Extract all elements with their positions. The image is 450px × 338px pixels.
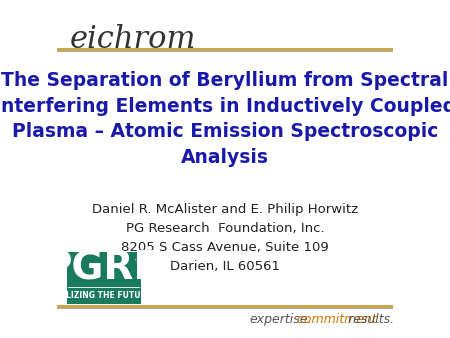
- Text: The Separation of Beryllium from Spectral
Interfering Elements in Inductively Co: The Separation of Beryllium from Spectra…: [0, 71, 450, 167]
- Text: expertise.: expertise.: [250, 313, 312, 326]
- FancyBboxPatch shape: [67, 252, 141, 304]
- Text: eichrom: eichrom: [70, 24, 197, 55]
- Text: commitment.: commitment.: [293, 313, 381, 326]
- Text: results.: results.: [344, 313, 395, 326]
- Text: Daniel R. McAlister and E. Philip Horwitz
PG Research  Foundation, Inc.
8205 S C: Daniel R. McAlister and E. Philip Horwit…: [92, 203, 358, 273]
- Text: PGRF: PGRF: [43, 249, 160, 288]
- Text: REALIZING THE FUTURE™: REALIZING THE FUTURE™: [49, 291, 159, 300]
- Text: ™: ™: [134, 258, 141, 264]
